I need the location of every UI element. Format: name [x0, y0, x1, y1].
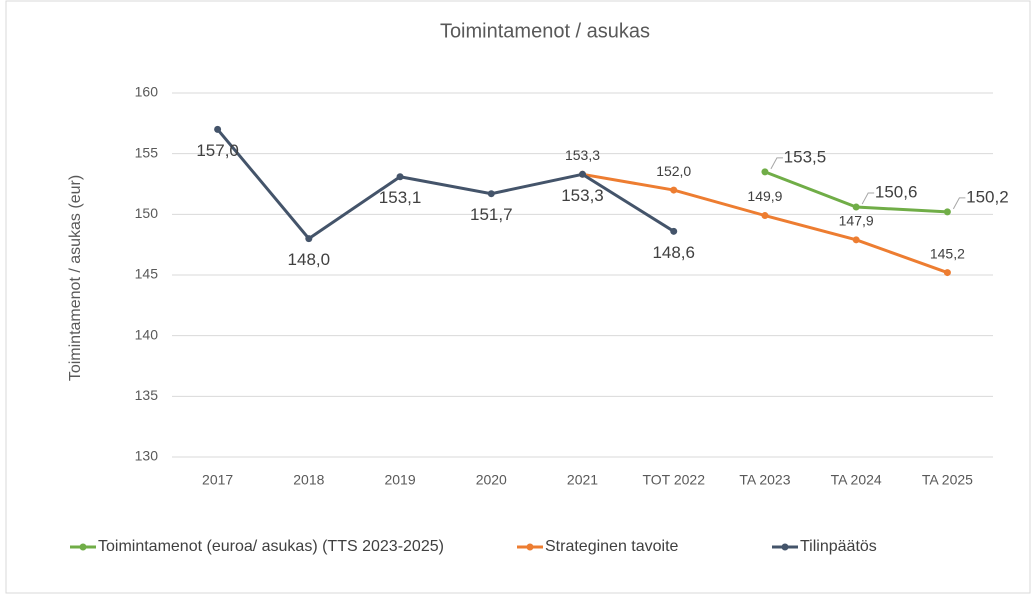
legend-marker — [781, 543, 789, 551]
data-label: 150,6 — [875, 183, 918, 202]
legend-marker — [79, 543, 87, 551]
leader-line — [861, 192, 875, 205]
chart-frame — [5, 0, 1031, 594]
data-label: 148,0 — [288, 250, 331, 269]
y-tick-label: 145 — [135, 266, 159, 282]
data-point — [670, 227, 678, 235]
x-tick-label: 2018 — [293, 472, 324, 488]
series-line — [216, 128, 675, 241]
legend-label: Strateginen tavoite — [545, 538, 679, 555]
y-tick-label: 150 — [135, 205, 159, 221]
y-tick-label: 140 — [135, 326, 159, 342]
data-label: 153,5 — [784, 147, 827, 166]
data-label: 149,9 — [747, 188, 782, 204]
y-tick-label: 160 — [135, 84, 159, 100]
data-point — [214, 125, 222, 133]
data-label: 153,3 — [565, 147, 600, 163]
legend-label: Toimintamenot (euroa/ asukas) (TTS 2023-… — [98, 538, 444, 555]
data-point — [396, 173, 404, 181]
y-tick-label: 130 — [135, 448, 159, 464]
x-tick-label: 2019 — [384, 472, 415, 488]
x-tick-label: 2017 — [202, 472, 233, 488]
x-tick-label: TA 2025 — [922, 472, 973, 488]
x-tick-label: 2021 — [567, 472, 598, 488]
x-tick-label: TOT 2022 — [642, 472, 705, 488]
data-point — [852, 236, 860, 244]
data-point — [579, 170, 586, 178]
y-axis-label: Toimintamenot / asukas (eur) — [67, 175, 84, 381]
data-label: 151,7 — [470, 205, 513, 224]
leader-line — [770, 157, 783, 170]
leader-line — [952, 197, 966, 210]
data-label: 147,9 — [839, 213, 874, 229]
data-point — [761, 168, 769, 176]
data-label: 157,0 — [196, 141, 239, 160]
data-point — [487, 190, 495, 198]
data-point — [670, 186, 678, 194]
data-point — [761, 212, 769, 220]
data-point — [943, 208, 951, 216]
x-tick-label: 2020 — [476, 472, 507, 488]
data-label: 153,3 — [561, 186, 604, 205]
data-point — [305, 235, 313, 243]
data-point — [852, 203, 860, 211]
x-tick-label: TA 2024 — [831, 472, 882, 488]
data-label: 148,6 — [652, 243, 695, 262]
x-tick-label: TA 2023 — [739, 472, 790, 488]
data-point — [943, 269, 951, 277]
data-label: 152,0 — [656, 163, 691, 179]
chart-title: Toimintamenot / asukas — [440, 20, 650, 42]
legend-marker — [526, 543, 534, 551]
legend-label: Tilinpäätös — [800, 538, 877, 555]
data-label: 150,2 — [966, 187, 1009, 206]
data-label: 145,2 — [930, 245, 965, 261]
data-label: 153,1 — [379, 188, 422, 207]
y-tick-label: 155 — [135, 144, 159, 160]
y-tick-label: 135 — [135, 387, 159, 403]
